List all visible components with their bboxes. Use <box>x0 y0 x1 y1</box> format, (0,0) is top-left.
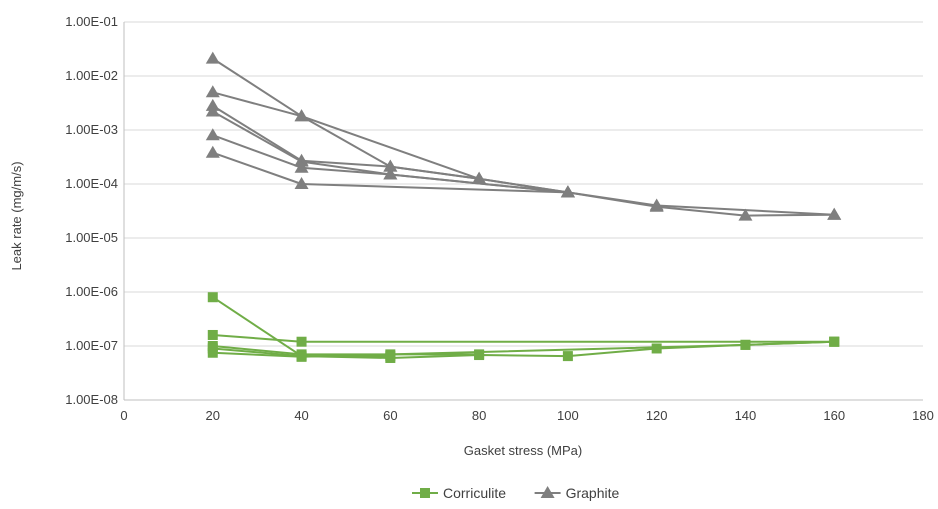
y-tick-label: 1.00E-08 <box>65 392 118 407</box>
y-tick-label: 1.00E-02 <box>65 68 118 83</box>
series-markers <box>205 51 842 363</box>
gridlines <box>124 21 923 347</box>
x-tick-label: 180 <box>912 408 934 423</box>
data-point-corriculite <box>207 329 218 340</box>
axes <box>123 22 923 401</box>
series-line-graphite-3 <box>212 110 569 194</box>
y-tick-label: 1.00E-06 <box>65 284 118 299</box>
legend-label-graphite: Graphite <box>566 485 620 501</box>
x-tick-label: 0 <box>120 408 127 423</box>
y-tick-label: 1.00E-07 <box>65 338 118 353</box>
data-point-graphite <box>205 128 220 141</box>
series-line-graphite-1 <box>212 91 569 194</box>
y-tick-label: 1.00E-05 <box>65 230 118 245</box>
data-point-corriculite <box>740 339 751 350</box>
y-tick-label: 1.00E-04 <box>65 176 118 191</box>
data-point-corriculite <box>296 336 307 347</box>
data-point-graphite <box>560 185 575 198</box>
data-point-graphite <box>294 160 309 173</box>
x-tick-label: 40 <box>294 408 308 423</box>
y-tick-label: 1.00E-01 <box>65 14 118 29</box>
data-point-graphite <box>294 154 309 167</box>
data-point-graphite <box>383 167 398 180</box>
data-point-corriculite <box>207 292 218 303</box>
x-tick-label: 20 <box>206 408 220 423</box>
legend-label-corriculite: Corriculite <box>443 485 506 501</box>
data-point-graphite <box>205 85 220 98</box>
data-point-corriculite <box>207 347 218 358</box>
data-point-graphite <box>383 159 398 172</box>
data-point-graphite <box>738 208 753 221</box>
legend: Corriculite Graphite <box>412 485 620 501</box>
legend-marker-graphite <box>540 486 555 498</box>
data-point-graphite <box>827 207 842 220</box>
data-point-graphite <box>205 51 220 64</box>
x-tick-label: 60 <box>383 408 397 423</box>
data-point-corriculite <box>296 351 307 362</box>
y-tick-label: 1.00E-03 <box>65 122 118 137</box>
data-point-corriculite <box>385 351 396 362</box>
series-line-graphite-0 <box>212 57 835 217</box>
x-tick-label: 80 <box>472 408 486 423</box>
x-tick-label: 120 <box>646 408 668 423</box>
y-axis-title: Leak rate (mg/m/s) <box>9 161 24 270</box>
tick-labels: 1.00E-08 1.00E-07 1.00E-06 1.00E-05 1.00E-04… <box>65 14 934 423</box>
data-point-graphite <box>205 104 220 117</box>
series-line-corriculite-8 <box>212 345 480 356</box>
data-point-corriculite <box>651 343 662 354</box>
x-tick-label: 100 <box>557 408 579 423</box>
x-tick-label: 140 <box>735 408 757 423</box>
data-point-corriculite <box>562 351 573 362</box>
legend-marker-corriculite <box>420 488 430 498</box>
data-point-corriculite <box>474 349 485 360</box>
data-point-corriculite <box>829 336 840 347</box>
data-point-graphite <box>472 171 487 184</box>
x-tick-label: 160 <box>823 408 845 423</box>
data-point-graphite <box>649 198 664 211</box>
data-point-graphite <box>205 145 220 158</box>
data-point-graphite <box>294 109 309 122</box>
series-line-corriculite-10 <box>212 340 835 358</box>
series-lines <box>212 57 835 359</box>
series-line-graphite-2 <box>212 105 480 180</box>
data-point-graphite <box>294 177 309 189</box>
x-axis-title: Gasket stress (MPa) <box>464 443 582 458</box>
